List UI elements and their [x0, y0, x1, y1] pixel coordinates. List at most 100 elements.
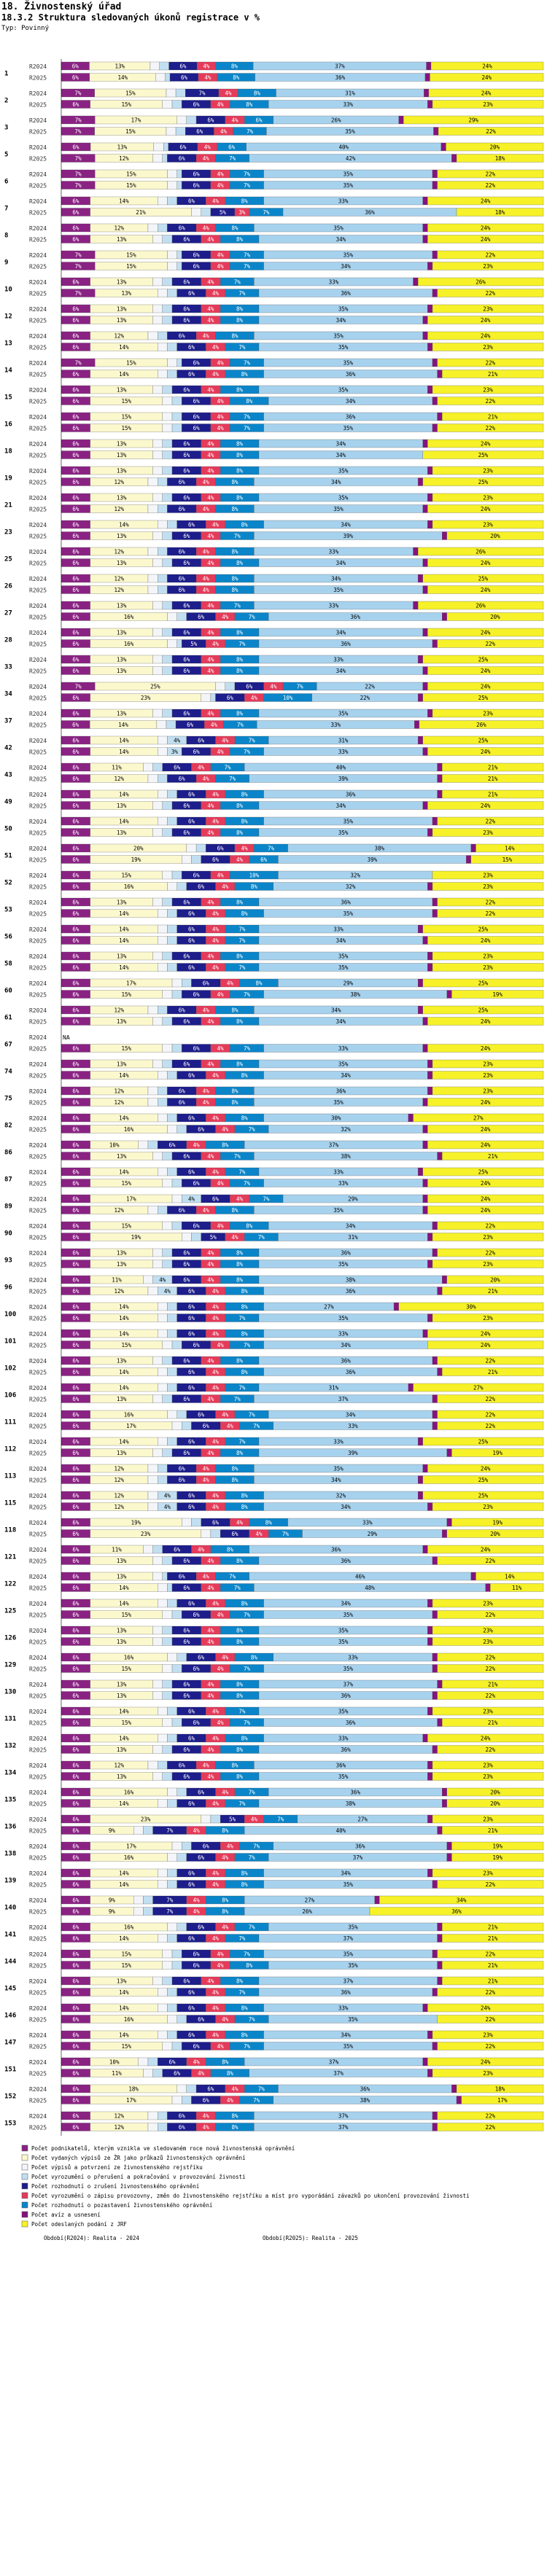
segment-value-label: 4% — [270, 684, 277, 690]
segment-value-label: 8% — [246, 101, 253, 108]
segment-value-label: 4% — [207, 1018, 214, 1025]
bar-segment — [162, 439, 173, 448]
segment-value-label: 7% — [166, 1897, 174, 1904]
segment-value-label: 7% — [249, 738, 256, 744]
segment-value-label: 21% — [488, 1935, 498, 1942]
segment-value-label: 7% — [74, 128, 82, 135]
segment-value-label: 24% — [481, 333, 491, 340]
segment-value-label: 6% — [72, 1682, 79, 1688]
period-label: R2024 — [29, 1682, 47, 1688]
bar-segment — [490, 1583, 544, 1592]
segment-value-label: 6% — [72, 1288, 79, 1295]
bar-segment — [162, 601, 173, 610]
segment-value-label: 4% — [207, 1277, 214, 1284]
segment-value-label: 6% — [72, 63, 79, 70]
group-label: 106 — [4, 1392, 16, 1400]
period-label: R2024 — [29, 1196, 47, 1203]
segment-value-label: 18% — [128, 2086, 139, 2093]
segment-value-label: 7% — [244, 414, 251, 421]
bar-segment — [456, 154, 544, 163]
group-label: 51 — [4, 853, 12, 860]
segment-value-label: 8% — [254, 90, 261, 97]
group-label: 138 — [4, 1851, 16, 1858]
bar-segment — [152, 666, 163, 675]
bar-segment — [175, 127, 186, 136]
segment-value-label: 34% — [341, 1601, 351, 1607]
segment-value-label: 6% — [193, 2043, 201, 2050]
bar-segment — [417, 1437, 423, 1446]
segment-value-label: 15% — [121, 398, 131, 405]
segment-value-label: 25% — [478, 479, 489, 485]
bar-segment — [422, 1167, 544, 1176]
period-label: R2025 — [29, 2071, 47, 2077]
segment-value-label: 6% — [72, 1358, 79, 1365]
segment-value-label: 11% — [112, 765, 122, 771]
segment-value-label: 13% — [117, 1061, 127, 1068]
bar-segment — [147, 585, 158, 594]
period-label: R2025 — [29, 2017, 47, 2023]
bar-segment — [162, 1059, 173, 1069]
segment-value-label: 18% — [495, 209, 505, 216]
segment-value-label: 7% — [234, 603, 241, 609]
segment-value-label: 25% — [478, 738, 489, 744]
bar-segment — [442, 1718, 544, 1727]
bar-segment — [417, 277, 544, 286]
period-label: R2024 — [29, 360, 47, 367]
period-label: R2024 — [29, 1169, 47, 1176]
segment-value-label: 4% — [217, 1612, 225, 1618]
bar-segment — [437, 762, 443, 772]
bar-segment — [422, 450, 544, 459]
bar-segment — [432, 1059, 544, 1069]
period-label: R2025 — [29, 911, 47, 918]
bar-segment — [427, 1502, 433, 1511]
bar-segment — [451, 1518, 544, 1527]
segment-value-label: 4% — [204, 144, 212, 151]
segment-value-label: 38% — [360, 2097, 371, 2104]
segment-value-label: 14% — [119, 1331, 129, 1338]
bar-segment — [476, 843, 544, 853]
segment-value-label: 13% — [117, 1558, 127, 1564]
segment-value-label: 6% — [72, 991, 79, 998]
bar-segment — [162, 1625, 173, 1635]
bar-segment — [437, 1221, 544, 1230]
segment-value-label: 8% — [241, 2032, 249, 2039]
bar-segment — [433, 127, 439, 136]
segment-value-label: 4% — [212, 1169, 220, 1176]
segment-value-label: 6% — [72, 657, 79, 663]
bar-segment — [162, 990, 173, 999]
period-label: R2025 — [29, 1073, 47, 1080]
period-label: R2025 — [29, 1855, 47, 1862]
bar-segment — [427, 1706, 433, 1716]
bar-segment — [427, 1329, 544, 1338]
segment-value-label: 4% — [193, 1908, 201, 1915]
segment-value-label: 8% — [231, 587, 238, 593]
segment-value-label: 6% — [72, 387, 79, 394]
legend-swatch — [21, 2220, 28, 2228]
segment-value-label: 13% — [117, 1153, 127, 1160]
segment-value-label: 6% — [169, 1142, 176, 1149]
bar-segment — [147, 1005, 158, 1015]
bar-segment — [426, 61, 432, 71]
segment-value-label: 4% — [203, 1574, 210, 1580]
bar-segment — [147, 1760, 158, 1770]
segment-value-label: 8% — [231, 1207, 238, 1214]
segment-value-label: 4% — [193, 1827, 201, 1834]
segment-value-label: 8% — [236, 630, 244, 636]
bar-segment — [432, 2123, 438, 2131]
segment-value-label: 4% — [217, 182, 225, 189]
segment-value-label: 6% — [179, 549, 186, 555]
segment-value-label: 6% — [72, 1720, 79, 1726]
segment-value-label: 22% — [486, 1412, 496, 1418]
bar-segment — [176, 639, 182, 648]
period-label: R2024 — [29, 1978, 47, 1985]
segment-value-label: 23% — [483, 495, 493, 501]
segment-value-label: 8% — [241, 1601, 249, 1607]
segment-value-label: 3% — [238, 209, 246, 216]
segment-value-label: 12% — [115, 776, 125, 782]
bar-segment — [446, 1448, 452, 1457]
period-label: R2025 — [29, 1343, 47, 1349]
group-label: 43 — [4, 772, 12, 779]
bar-segment — [432, 1637, 544, 1646]
segment-value-label: 7% — [234, 1396, 241, 1402]
segment-value-label: 14% — [119, 1385, 129, 1392]
